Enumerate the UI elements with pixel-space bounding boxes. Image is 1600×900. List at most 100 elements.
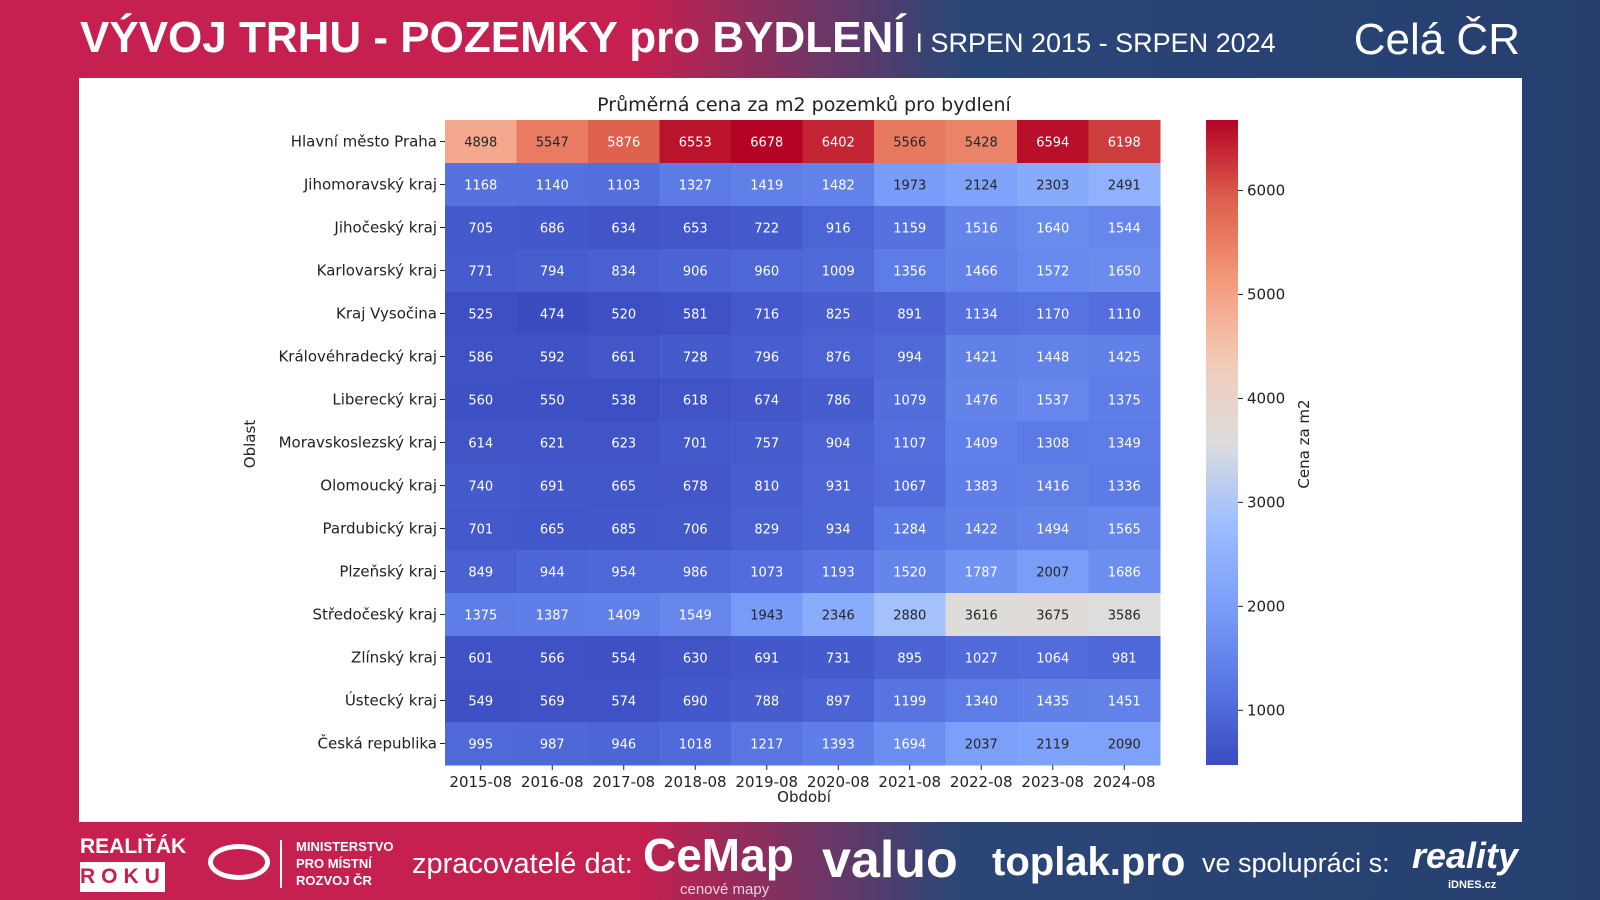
cell-value-label: 891 [897, 308, 922, 323]
cell-value-label: 701 [468, 523, 493, 538]
heatmap-cell [588, 335, 660, 379]
heatmap-cell [516, 163, 589, 207]
cell-value-label: 1943 [750, 609, 783, 624]
heatmap-cell [445, 120, 517, 164]
cell-value-label: 1340 [965, 695, 998, 710]
cell-value-label: 1064 [1036, 652, 1069, 667]
heatmap-cell [731, 120, 803, 164]
cell-value-label: 1537 [1036, 394, 1069, 409]
cell-value-label: 678 [683, 480, 708, 495]
heatmap-cell [802, 464, 875, 508]
cell-value-label: 2119 [1036, 738, 1069, 753]
cell-value-label: 6553 [679, 136, 712, 151]
heatmap-cell [802, 550, 875, 594]
cell-value-label: 987 [540, 738, 565, 753]
heatmap-cell [1017, 636, 1089, 680]
heatmap-cell [516, 120, 589, 164]
heatmap-cell [659, 722, 732, 766]
heatmap-cell [516, 421, 589, 465]
cell-value-label: 1451 [1108, 695, 1141, 710]
cemap-sub: cenové mapy [680, 881, 770, 898]
cell-value-label: 2037 [965, 738, 998, 753]
heatmap-cell [802, 292, 875, 336]
heatmap-cell [731, 163, 803, 207]
heatmap-cell [1088, 464, 1161, 508]
chart-title: Průměrná cena za m2 pozemků pro bydlení [597, 94, 1011, 116]
cell-value-label: 1425 [1108, 351, 1141, 366]
heatmap-cell [588, 249, 660, 293]
cell-value-label: 6402 [822, 136, 855, 151]
cell-value-label: 1103 [607, 179, 640, 194]
heatmap-cell [1017, 249, 1089, 293]
cell-value-label: 1409 [607, 609, 640, 624]
x-tick-label: 2016-08 [521, 773, 584, 791]
heatmap-cell [874, 507, 946, 551]
cell-value-label: 634 [611, 222, 636, 237]
heatmap-cell [1088, 163, 1161, 207]
heatmap-cell [1017, 593, 1089, 637]
heatmap-cell [945, 292, 1018, 336]
cell-value-label: 653 [683, 222, 708, 237]
cell-value-label: 944 [540, 566, 565, 581]
cell-value-label: 1686 [1108, 566, 1141, 581]
cell-value-label: 554 [611, 652, 636, 667]
heatmap-cell [731, 679, 803, 723]
cell-value-label: 1549 [679, 609, 712, 624]
heatmap-cell [445, 206, 517, 250]
heatmap-cell [945, 464, 1018, 508]
heatmap-cell [659, 163, 732, 207]
heatmap-cell [516, 378, 589, 422]
cell-value-label: 614 [468, 437, 493, 452]
heatmap-cell [945, 636, 1018, 680]
heatmap-cell [659, 593, 732, 637]
colorbar-tick-label: 3000 [1247, 493, 1285, 511]
cell-value-label: 1375 [1108, 394, 1141, 409]
heatmap-cell [516, 335, 589, 379]
heatmap-cell [516, 679, 589, 723]
cell-value-label: 1787 [965, 566, 998, 581]
cell-value-label: 1520 [893, 566, 926, 581]
cell-value-label: 1336 [1108, 480, 1141, 495]
heatmap-cell [1017, 335, 1089, 379]
heatmap-cell [1017, 507, 1089, 551]
y-tick-label: Jihočeský kraj [333, 219, 437, 237]
heatmap-cell [659, 378, 732, 422]
cell-value-label: 3675 [1036, 609, 1069, 624]
heatmap-cell [945, 206, 1018, 250]
heatmap-cell [802, 378, 875, 422]
colorbar-tick-label: 6000 [1247, 181, 1285, 199]
heatmap-cell [802, 206, 875, 250]
heatmap-cell [1088, 120, 1161, 164]
cell-value-label: 601 [468, 652, 493, 667]
x-tick-label: 2022-08 [950, 773, 1013, 791]
header: VÝVOJ TRHU - POZEMKY pro BYDLENÍ I SRPEN… [80, 13, 1276, 62]
heatmap-cell [516, 292, 589, 336]
cell-value-label: 825 [826, 308, 851, 323]
page-title: VÝVOJ TRHU - POZEMKY pro BYDLENÍ [80, 13, 906, 62]
footer: REALIŤÁK ROKU MINISTERSTVO PRO MÍSTNÍ ROZV… [0, 830, 1600, 900]
heatmap-cell [802, 722, 875, 766]
cell-value-label: 1419 [750, 179, 783, 194]
x-tick-label: 2017-08 [592, 773, 655, 791]
cell-value-label: 1448 [1036, 351, 1069, 366]
cell-value-label: 2090 [1108, 738, 1141, 753]
heatmap-cell [588, 550, 660, 594]
cell-value-label: 1694 [893, 738, 926, 753]
heatmap-cell [1088, 550, 1161, 594]
heatmap-cell [516, 206, 589, 250]
heatmap-cell [516, 636, 589, 680]
heatmap-cell [1017, 421, 1089, 465]
heatmap-cell [659, 679, 732, 723]
heatmap-cell [945, 335, 1018, 379]
heatmap-cell [945, 249, 1018, 293]
cell-value-label: 1327 [679, 179, 712, 194]
cell-value-label: 2124 [965, 179, 998, 194]
cell-value-label: 618 [683, 394, 708, 409]
heatmap-cell [731, 722, 803, 766]
cell-value-label: 623 [611, 437, 636, 452]
heatmap-cell [516, 593, 589, 637]
cell-value-label: 2346 [822, 609, 855, 624]
cell-value-label: 2007 [1036, 566, 1069, 581]
heatmap-cell [445, 421, 517, 465]
colorbar-tick-label: 1000 [1247, 701, 1285, 719]
